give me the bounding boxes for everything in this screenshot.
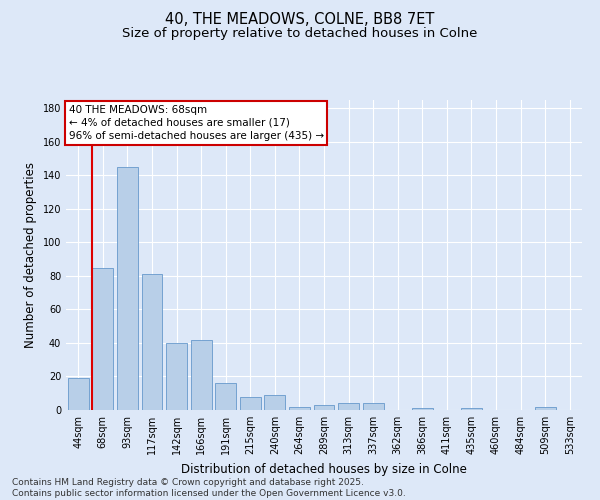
Y-axis label: Number of detached properties: Number of detached properties <box>24 162 37 348</box>
Bar <box>412 408 433 410</box>
Bar <box>92 268 113 410</box>
Bar <box>314 405 334 410</box>
Text: Contains HM Land Registry data © Crown copyright and database right 2025.
Contai: Contains HM Land Registry data © Crown c… <box>12 478 406 498</box>
Text: 40, THE MEADOWS, COLNE, BB8 7ET: 40, THE MEADOWS, COLNE, BB8 7ET <box>166 12 434 28</box>
X-axis label: Distribution of detached houses by size in Colne: Distribution of detached houses by size … <box>181 462 467 475</box>
Bar <box>535 406 556 410</box>
Bar <box>289 406 310 410</box>
Bar <box>117 167 138 410</box>
Bar <box>265 395 286 410</box>
Text: 40 THE MEADOWS: 68sqm
← 4% of detached houses are smaller (17)
96% of semi-detac: 40 THE MEADOWS: 68sqm ← 4% of detached h… <box>68 104 324 141</box>
Bar <box>68 378 89 410</box>
Bar <box>191 340 212 410</box>
Bar <box>362 404 383 410</box>
Bar <box>240 396 261 410</box>
Bar <box>166 343 187 410</box>
Bar <box>461 408 482 410</box>
Bar <box>338 404 359 410</box>
Bar <box>142 274 163 410</box>
Text: Size of property relative to detached houses in Colne: Size of property relative to detached ho… <box>122 28 478 40</box>
Bar <box>215 383 236 410</box>
